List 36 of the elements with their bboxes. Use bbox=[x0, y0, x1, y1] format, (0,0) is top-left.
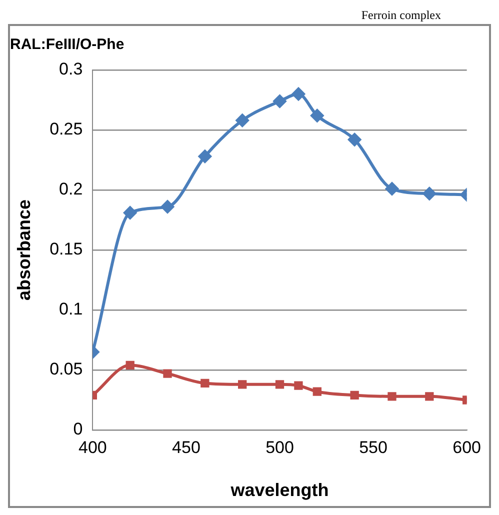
point bbox=[350, 390, 359, 400]
y-tick-label: 0.3 bbox=[59, 60, 83, 79]
point bbox=[425, 392, 434, 401]
point bbox=[312, 387, 322, 396]
point bbox=[200, 378, 210, 388]
point bbox=[275, 380, 284, 389]
y-tick-label: 0 bbox=[73, 420, 83, 439]
point bbox=[292, 88, 305, 100]
point bbox=[310, 109, 324, 122]
text: Ferroin complex bbox=[361, 8, 441, 22]
point bbox=[273, 94, 286, 108]
point bbox=[294, 381, 303, 390]
x-tick-label: 550 bbox=[359, 438, 388, 457]
y-axis-title: absorbance bbox=[14, 199, 34, 301]
point bbox=[198, 150, 212, 163]
x-tick-label: 450 bbox=[172, 438, 200, 457]
y-tick-label: 0.15 bbox=[50, 240, 83, 259]
x-tick-label: 400 bbox=[78, 438, 107, 457]
y-tick-label: 0.2 bbox=[59, 180, 83, 199]
x-tick-label: 600 bbox=[452, 438, 482, 457]
point bbox=[348, 133, 362, 146]
x-axis-title: wavelength bbox=[230, 480, 329, 500]
point bbox=[385, 182, 398, 196]
point bbox=[124, 206, 137, 220]
x-tick-label: 500 bbox=[266, 438, 294, 457]
point bbox=[422, 187, 436, 200]
chart-title: RAL:FeIII/O-Phe bbox=[10, 36, 124, 54]
point bbox=[126, 360, 134, 370]
y-tick-label: 0.05 bbox=[50, 360, 83, 379]
y-tick-label: 0.1 bbox=[59, 300, 83, 319]
y-tick-label: 0.25 bbox=[50, 120, 83, 139]
point bbox=[236, 114, 249, 127]
point bbox=[388, 392, 396, 401]
point bbox=[161, 200, 174, 214]
point bbox=[163, 369, 172, 378]
point bbox=[238, 380, 247, 389]
